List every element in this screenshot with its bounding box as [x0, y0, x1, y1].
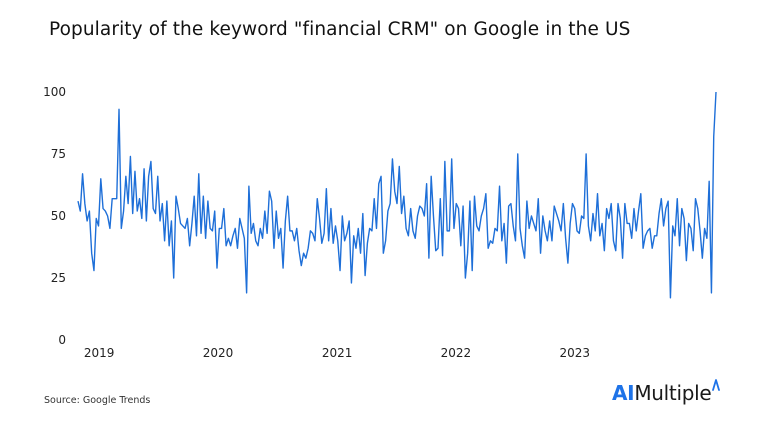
- source-note: Source: Google Trends: [44, 395, 151, 406]
- y-tick-label: 50: [51, 209, 66, 223]
- logo-multiple-text: Multiple: [634, 381, 712, 405]
- chart-series: [77, 91, 717, 299]
- chart-title: Popularity of the keyword "financial CRM…: [49, 19, 631, 40]
- y-tick-label: 75: [51, 147, 66, 161]
- y-tick-label: 100: [43, 85, 66, 99]
- aimultiple-logo: AIMultiple: [612, 379, 721, 405]
- x-tick-label: 2019: [84, 346, 115, 360]
- x-tick-label: 2020: [203, 346, 234, 360]
- x-tick-label: 2021: [322, 346, 353, 360]
- x-tick-label: 2022: [441, 346, 472, 360]
- series-line: [77, 91, 717, 299]
- y-tick-label: 25: [51, 271, 66, 285]
- y-axis-ticks: 0 25 50 75 100: [43, 85, 66, 347]
- x-tick-label: 2023: [559, 346, 590, 360]
- y-tick-label: 0: [58, 333, 66, 347]
- logo-ai-text: AI: [612, 381, 635, 405]
- spark-icon: [712, 379, 721, 391]
- x-axis-ticks: 2019 2020 2021 2022 2023: [84, 346, 590, 360]
